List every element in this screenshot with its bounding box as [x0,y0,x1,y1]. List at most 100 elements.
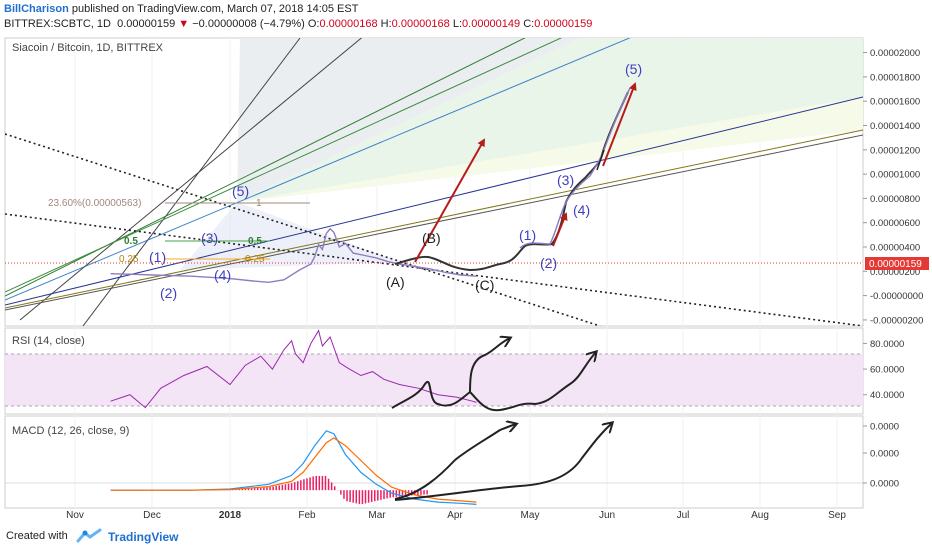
price-axis-label: 0.00000800 [870,194,920,205]
open-value: 0.00000168 [319,18,378,30]
wave-labels: (1) (2) (3) (4) (5) (A) (B) (C) (1) (2) … [149,61,642,301]
chart-canvas[interactable]: Siacoin / Bitcoin, 1D, BITTREX 23.60%(0.… [0,34,932,522]
macd-projection-2 [394,423,612,501]
rsi-axis-label: 80.0000 [870,339,904,350]
fan-region-gray [237,38,580,202]
down-arrow-icon: ▼ [178,18,190,30]
rsi-projection-1 [391,338,510,409]
last-price-badge [865,257,929,270]
future-wave-2-label: (2) [540,255,557,271]
rsi-axis-label: 60.0000 [870,365,904,376]
time-axis-label: Apr [447,510,463,521]
rsi-axis[interactable]: 80.0000 60.0000 40.0000 [863,339,904,401]
fib-quarter-left-label: 0.25 [119,254,139,265]
time-axis-label: Jul [677,510,690,521]
price-axis-label: 0.00001200 [870,145,920,156]
price-axis-label: -0.00000200 [870,315,923,326]
future-wave-4-label: (4) [573,202,590,218]
macd-line [110,430,477,505]
macd-axis-label: 0.0000 [870,449,899,460]
fib-236-label: 23.60%(0.00000563) [48,198,141,209]
published-text: published on TradingView.com, March 07, … [68,3,359,15]
price-axis-label: 0.00001800 [870,72,920,83]
rsi-projection-2 [469,352,596,412]
fan-region-green [237,38,863,202]
price-axis-label: -0.00000000 [870,291,923,302]
tradingview-brand-link[interactable]: TradingView [108,530,179,544]
footer: Created with TradingView [0,522,932,550]
wave-b-label: (B) [422,230,441,246]
wave-2-label: (2) [160,285,177,301]
time-axis-label: Nov [66,510,84,521]
red-arrow-5 [602,82,637,167]
last-price: 0.00000159 [117,18,176,30]
close-value: 0.00000159 [534,18,593,30]
ohlc-line: BITTREX:SCBTC, 1D 0.00000159 ▼ −0.000000… [4,18,592,30]
time-axis-label: Aug [751,510,769,521]
time-axis-label: Sep [828,510,846,521]
publish-line: BillCharison published on TradingView.co… [4,3,358,15]
time-axis-label: Dec [143,510,161,521]
price-axis-label: 0.00000600 [870,218,920,229]
fan-region-yellow [237,97,863,202]
fib-half-left-label: 0.5 [124,236,138,247]
author-link[interactable]: BillCharison [4,3,69,15]
fan-line-olive [5,129,863,309]
fan-line-black [5,134,863,311]
price-axis-label: 0.00001600 [870,97,920,108]
price-axis-label: 0.00000200 [870,267,920,278]
macd-axis-label: 0.0000 [870,422,899,433]
macd-axis-label: 0.0000 [870,479,899,490]
red-arrow-3 [552,212,568,247]
tradingview-logo-icon [76,528,102,543]
black-tick [596,149,605,171]
main-panel-title: Siacoin / Bitcoin, 1D, BITTREX [12,42,164,54]
future-wave-1-label: (1) [519,227,536,243]
wave-c-label: (C) [475,277,494,293]
fan-line-green-1 [5,38,526,297]
price-axis-label: 0.00001000 [870,170,920,181]
wave-3-label: (3) [201,230,218,246]
rsi-band [5,354,863,406]
future-wave-3-label: (3) [557,172,574,188]
wave-1-label: (1) [149,249,166,265]
fib-quarter-mid-label: 0.25 [245,254,265,265]
wave-a-label: (A) [386,274,405,290]
price-axis[interactable]: 0.00002000 0.00001800 0.00001600 0.00001400… [863,48,923,326]
time-axis-label: 2018 [219,510,242,521]
close-label: C: [523,18,535,30]
last-price-badge-label: 0.00000159 [869,259,922,270]
fib-half-mid-label: 0.5 [248,236,262,247]
rsi-panel-title: RSI (14, close) [12,335,85,347]
macd-axis[interactable]: 0.0000 0.0000 0.0000 [863,422,899,490]
dotted-trendline-2 [5,213,863,326]
red-arrow-b [414,138,485,263]
chart-header: BillCharison published on TradingView.co… [0,0,932,34]
time-axis-label: May [521,510,540,521]
high-label: H: [380,18,392,30]
wave-4-label: (4) [214,267,231,283]
projection-path-purple [519,87,631,249]
time-axis[interactable]: Nov Dec 2018 Feb Mar Apr May Jun Jul Aug Sep [66,510,846,521]
open-label: O: [307,18,320,30]
fan-line-steep-2 [82,38,301,326]
price-change: −0.00000008 (−4.79%) [192,18,305,30]
future-wave-5-label: (5) [625,61,642,77]
macd-panel-title: MACD (12, 26, close, 9) [12,425,129,437]
time-axis-label: Mar [368,510,386,521]
fib-one-label: 1 [256,198,262,209]
price-axis-label: 0.00001400 [870,121,920,132]
price-axis-label: 0.00000400 [870,243,920,254]
fan-line-steep [19,38,363,321]
price-line [110,227,477,284]
time-axis-label: Feb [298,510,316,521]
time-axis-label: Jun [599,510,615,521]
fan-line-green-2 [5,38,563,293]
created-with-text: Created with [6,530,68,542]
high-value: 0.00000168 [391,18,450,30]
dotted-trendline-1 [5,133,601,326]
low-value: 0.00000149 [462,18,521,30]
price-axis-label: 0.00002000 [870,48,920,59]
fan-line-teal [5,38,631,301]
low-label: L: [452,18,463,30]
